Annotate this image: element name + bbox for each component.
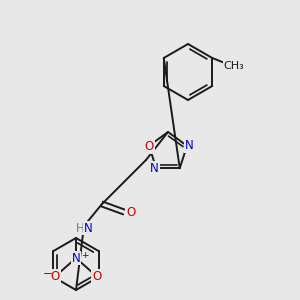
Text: O: O [50,269,60,283]
Text: O: O [92,269,102,283]
Text: −: − [43,266,53,280]
Text: N: N [72,251,80,265]
Text: H: H [76,221,84,235]
Text: O: O [144,140,154,153]
Text: O: O [126,206,136,218]
Text: N: N [84,221,92,235]
Text: +: + [81,250,88,260]
Text: N: N [150,162,159,175]
Text: CH₃: CH₃ [224,61,244,71]
Text: N: N [184,139,194,152]
